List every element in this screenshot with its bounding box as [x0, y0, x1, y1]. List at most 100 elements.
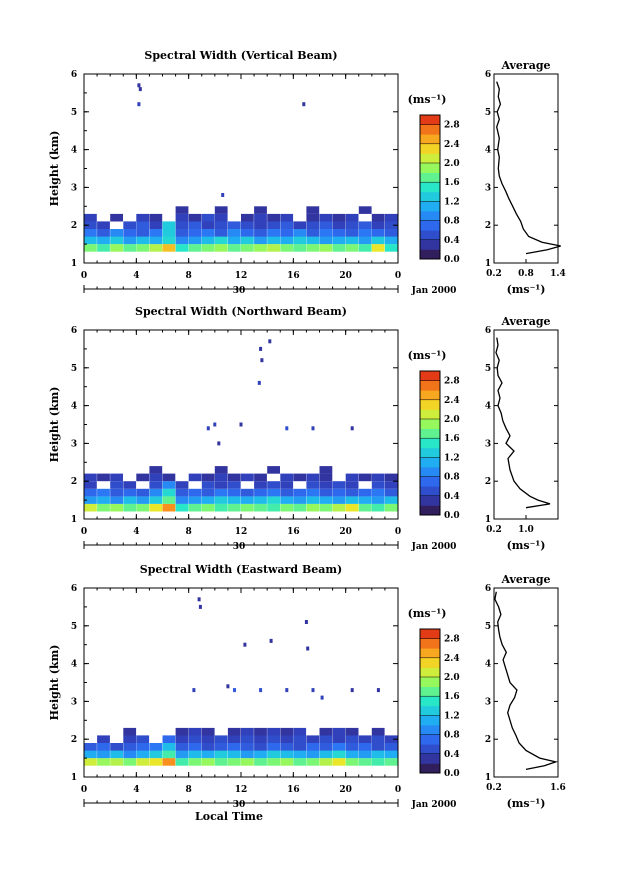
colorbar-band: [420, 744, 440, 755]
heatmap-cell: [319, 503, 333, 512]
average-profile-line: [495, 337, 551, 509]
heatmap-cell: [306, 496, 320, 504]
heatmap-cell: [241, 488, 254, 497]
heatmap-point: [197, 597, 201, 602]
heatmap-cell: [162, 473, 176, 482]
heatmap-cell: [384, 244, 398, 252]
panel-0: Spectral Width (Vertical Beam)123456Heig…: [48, 49, 566, 296]
average-y-tick-label: 6: [485, 584, 491, 594]
heatmap-point: [137, 83, 141, 88]
average-y-tick-label: 2: [485, 221, 491, 231]
heatmap-cell: [293, 758, 307, 766]
heatmap-cell: [241, 735, 254, 743]
colorbar-unit: (ms⁻¹): [408, 607, 447, 620]
heatmap-cell: [267, 244, 280, 252]
heatmap-cell: [267, 503, 280, 512]
heatmap-cell: [149, 481, 163, 489]
x-tick-label: 4: [133, 785, 139, 795]
colorbar-band: [420, 163, 440, 173]
average-x-tick-label: 1.4: [550, 269, 566, 279]
colorbar-band: [420, 667, 440, 678]
heatmap-cell: [227, 236, 241, 245]
heatmap-cell: [280, 213, 294, 222]
y-tick-label: 3: [71, 183, 77, 193]
heatmap-cell: [371, 758, 385, 766]
heatmap-cell: [358, 503, 372, 512]
colorbar-unit: (ms⁻¹): [408, 93, 447, 106]
y-tick-label: 2: [71, 477, 77, 487]
heatmap-cell: [332, 735, 346, 743]
heatmap-point: [213, 422, 217, 427]
heatmap-cell: [136, 496, 150, 504]
heatmap-cell: [254, 503, 267, 512]
heatmap-cell: [384, 750, 398, 759]
y-tick-label: 5: [71, 622, 77, 632]
heatmap-cell: [345, 229, 359, 237]
heatmap-cell: [175, 496, 189, 504]
average-x-tick-label: 1.0: [518, 525, 534, 535]
heatmap-cell: [84, 488, 97, 497]
heatmap-cell: [110, 750, 123, 759]
heatmap-cell: [332, 236, 346, 245]
heatmap-cell: [149, 236, 163, 245]
colorbar-band: [420, 124, 440, 135]
heatmap-cell: [149, 750, 163, 759]
colorbar-band: [420, 419, 440, 429]
x-tick-label: 20: [339, 785, 352, 795]
heatmap-cell: [384, 236, 398, 245]
heatmap-cell: [110, 481, 123, 489]
heatmap-cell: [254, 735, 267, 743]
heatmap-cell: [214, 229, 228, 237]
heatmap-cell: [345, 758, 359, 766]
heatmap-cell: [358, 758, 372, 766]
y-tick-label: 4: [71, 660, 77, 670]
heatmap-cell: [254, 727, 267, 736]
x-tick-label: 16: [287, 527, 300, 537]
heatmap-cell: [267, 750, 280, 759]
heatmap-cell: [84, 229, 97, 237]
heatmap-cell: [110, 213, 123, 222]
average-y-tick-label: 3: [485, 439, 491, 449]
y-tick-label: 3: [71, 697, 77, 707]
heatmap-cell: [267, 236, 280, 245]
colorbar-band: [420, 380, 440, 391]
x-tick-label: 20: [339, 527, 352, 537]
heatmap-cell: [319, 488, 333, 497]
heatmap-cell: [371, 750, 385, 759]
colorbar-tick-label: 2.4: [444, 654, 460, 664]
heatmap-cell: [358, 473, 372, 482]
heatmap-cell: [84, 743, 97, 751]
heatmap-cell: [358, 750, 372, 759]
heatmap-cell: [188, 758, 202, 766]
x-tick-label: 12: [235, 785, 248, 795]
colorbar-band: [420, 715, 440, 726]
heatmap-point: [137, 102, 141, 107]
colorbar-tick-label: 0.8: [444, 473, 460, 483]
y-tick-label: 1: [71, 259, 77, 269]
heatmap-cell: [254, 496, 267, 504]
heatmap-cell: [319, 727, 333, 736]
heatmap-cell: [345, 481, 359, 489]
y-tick-label: 6: [71, 584, 77, 594]
panel-2: Spectral Width (Eastward Beam)123456Heig…: [48, 563, 566, 823]
heatmap-point: [226, 684, 230, 689]
heatmap-cell: [332, 488, 346, 497]
heatmap-cell: [97, 750, 110, 759]
heatmap-cell: [267, 488, 280, 497]
heatmap-cell: [162, 750, 176, 759]
heatmap-cell: [227, 229, 241, 237]
heatmap-cell: [84, 758, 97, 766]
heatmap-cell: [84, 221, 97, 229]
heatmap-cell: [345, 743, 359, 751]
heatmap-cell: [358, 229, 372, 237]
heatmap-cell: [306, 244, 320, 252]
heatmap-point: [304, 620, 308, 624]
average-x-tick-label: 1.6: [550, 783, 566, 793]
heatmap-cell: [227, 727, 241, 736]
heatmap-cell: [175, 503, 189, 512]
heatmap-cell: [358, 743, 372, 751]
heatmap-cell: [227, 503, 241, 512]
heatmap-cell: [293, 473, 307, 482]
heatmap-cell: [175, 758, 189, 766]
heatmap-cell: [110, 496, 123, 504]
